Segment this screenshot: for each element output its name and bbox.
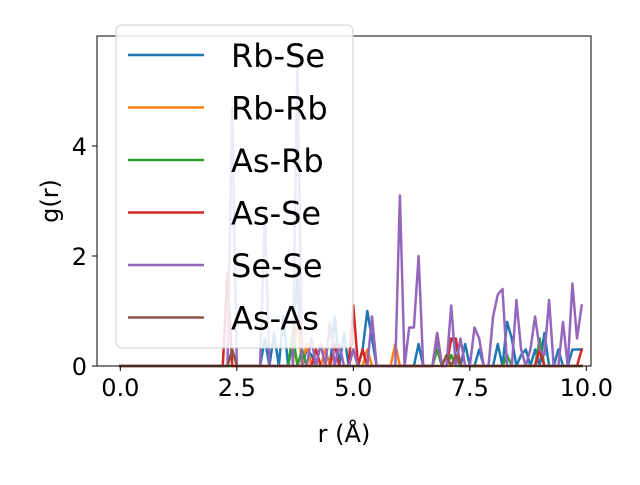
legend-label-as-rb: As-Rb [231, 142, 324, 180]
x-axis-ticks: 0.0 2.5 5.0 7.5 10.0 [101, 366, 613, 402]
legend-box [115, 24, 354, 349]
x-tick-label: 0.0 [101, 374, 139, 402]
y-tick-label: 2 [72, 243, 87, 271]
x-tick-label: 7.5 [451, 374, 489, 402]
y-tick-label: 0 [72, 353, 87, 381]
y-tick-label: 4 [72, 133, 87, 161]
series-line-as-as [119, 348, 583, 368]
y-axis-ticks: 0 2 4 [72, 133, 97, 381]
legend-label-as-as: As-As [231, 300, 319, 338]
legend: Rb-Se Rb-Rb As-Rb As-Se Se-Se As-As [115, 24, 354, 349]
x-tick-label: 5.0 [334, 374, 372, 402]
legend-label-rb-rb: Rb-Rb [231, 90, 328, 128]
x-tick-label: 2.5 [218, 374, 256, 402]
legend-label-rb-se: Rb-Se [231, 37, 325, 75]
x-tick-label: 10.0 [560, 374, 613, 402]
legend-label-as-se: As-Se [231, 195, 321, 233]
legend-label-se-se: Se-Se [231, 247, 323, 285]
x-axis-label: r (Å) [318, 419, 371, 448]
y-axis-label: g(r) [36, 179, 64, 223]
